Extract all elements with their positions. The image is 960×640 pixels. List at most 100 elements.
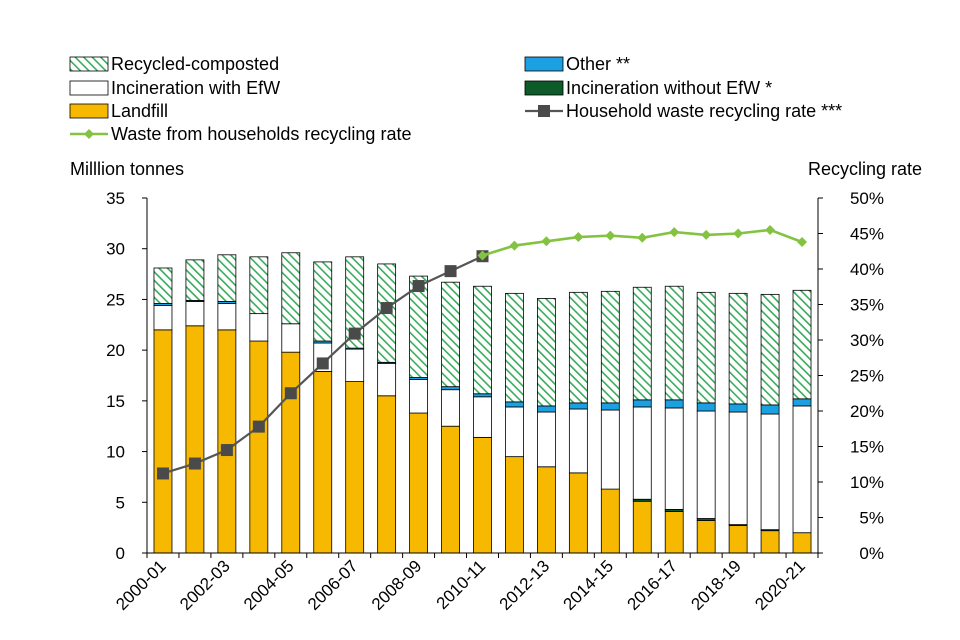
point-wfh_rate-2010-11 — [477, 250, 488, 261]
bar-incin_efw-2004-05 — [281, 323, 301, 353]
bar-recycled-2010-11 — [473, 285, 492, 395]
bar-landfill-2007-08 — [377, 395, 397, 554]
right-tick-label: 15% — [850, 438, 884, 457]
bar-other-2013-14 — [568, 402, 588, 410]
bar-incin_efw-2008-09 — [409, 379, 429, 414]
legend-swatch-recycled — [69, 56, 109, 72]
point-wfh_rate-2019-20 — [765, 224, 776, 235]
bar-series-group — [153, 252, 812, 554]
right-tick-label: 45% — [850, 225, 884, 244]
right-tick-label: 10% — [850, 473, 884, 492]
legend-swatch-landfill — [69, 103, 109, 119]
bar-landfill-2010-11 — [473, 436, 492, 554]
point-hh_rate-2005-06 — [316, 357, 329, 370]
x-tick-label: 2000-01 — [112, 556, 170, 614]
x-tick-label: 2008-09 — [368, 556, 426, 614]
bar-other-2017-18 — [696, 402, 716, 412]
bar-other-2012-13 — [537, 405, 556, 413]
bar-recycled-2005-06 — [313, 261, 333, 342]
bar-landfill-2002-03 — [217, 329, 237, 554]
bar-incin_efw-2020-21 — [792, 405, 812, 534]
point-wfh_rate-2012-13 — [541, 236, 552, 247]
bar-landfill-2009-10 — [441, 425, 460, 554]
bar-landfill-2018-19 — [728, 525, 748, 554]
bar-incin_efw-2019-20 — [760, 413, 780, 531]
right-tick-label: 5% — [859, 509, 884, 528]
point-wfh_rate-2014-15 — [605, 230, 616, 241]
legend-label-recycled: Recycled-composted — [111, 54, 279, 74]
left-tick-label: 20 — [106, 341, 125, 360]
right-tick-label: 20% — [850, 402, 884, 421]
bar-other-2014-15 — [600, 402, 620, 411]
legend-swatch-incin_no_efw — [524, 80, 564, 96]
bar-other-2016-17 — [664, 399, 684, 409]
point-hh_rate-2009-10 — [444, 265, 457, 278]
bar-recycled-2001-02 — [185, 259, 205, 301]
bar-recycled-2019-20 — [760, 293, 780, 406]
point-wfh_rate-2016-17 — [669, 227, 680, 238]
bar-recycled-2002-03 — [217, 254, 237, 302]
right-tick-label: 40% — [850, 260, 884, 279]
right-tick-label: 35% — [850, 296, 884, 315]
bar-recycled-2013-14 — [568, 291, 588, 404]
bar-incin_efw-2007-08 — [377, 362, 397, 397]
bar-incin_efw-2006-07 — [345, 348, 365, 382]
left-tick-label: 5 — [116, 493, 125, 512]
bar-incin_efw-2015-16 — [632, 406, 652, 500]
right-tick-label: 25% — [850, 367, 884, 386]
bar-landfill-2008-09 — [409, 412, 429, 554]
point-wfh_rate-2013-14 — [573, 232, 584, 243]
bar-recycled-2009-10 — [441, 281, 460, 388]
x-tick-label: 2002-03 — [176, 556, 234, 614]
point-wfh_rate-2020-21 — [797, 237, 808, 248]
x-tick-label: 2004-05 — [240, 556, 298, 614]
right-tick-label: 0% — [859, 544, 884, 563]
x-tick-label: 2016-17 — [623, 556, 681, 614]
legend-marker-hh_rate — [538, 105, 550, 117]
legend-swatch-other — [524, 56, 564, 72]
bar-landfill-2017-18 — [696, 520, 716, 554]
bar-landfill-2003-04 — [249, 340, 269, 554]
right-tick-label: 50% — [850, 189, 884, 208]
bar-incin_efw-2014-15 — [600, 409, 620, 490]
left-axis-title: Milllion tonnes — [70, 159, 184, 179]
point-hh_rate-2002-03 — [220, 444, 233, 457]
bar-recycled-2012-13 — [537, 298, 556, 407]
bar-recycled-2004-05 — [281, 252, 301, 325]
point-hh_rate-2001-02 — [188, 457, 201, 470]
left-tick-label: 15 — [106, 392, 125, 411]
bar-recycled-2017-18 — [696, 291, 716, 404]
x-tick-label: 2012-13 — [496, 556, 554, 614]
point-hh_rate-2000-01 — [156, 467, 169, 480]
line-series-group — [156, 224, 808, 480]
bar-landfill-2006-07 — [345, 381, 365, 554]
point-hh_rate-2006-07 — [348, 327, 361, 340]
bar-landfill-2000-01 — [153, 329, 173, 554]
x-tick-label: 2014-15 — [560, 556, 618, 614]
bar-other-2009-10 — [441, 386, 460, 391]
point-wfh_rate-2017-18 — [701, 229, 712, 240]
bar-landfill-2015-16 — [632, 500, 652, 554]
bar-landfill-2019-20 — [760, 530, 780, 554]
bar-recycled-2000-01 — [153, 267, 173, 304]
bar-recycled-2011-12 — [505, 292, 524, 403]
point-wfh_rate-2011-12 — [509, 240, 520, 251]
bar-incin_efw-2009-10 — [441, 389, 460, 427]
bar-recycled-2015-16 — [632, 286, 652, 401]
bar-incin_efw-2000-01 — [153, 305, 173, 331]
bar-recycled-2016-17 — [664, 285, 684, 401]
bar-landfill-2011-12 — [505, 456, 524, 554]
point-hh_rate-2003-04 — [252, 420, 265, 433]
bar-other-2011-12 — [505, 401, 524, 408]
bar-other-2020-21 — [792, 398, 812, 407]
legend-label-other: Other ** — [566, 54, 630, 74]
bar-landfill-2013-14 — [568, 472, 588, 554]
legend-label-hh_rate: Household waste recycling rate *** — [566, 101, 842, 121]
bar-incin_efw-2011-12 — [505, 406, 524, 458]
bar-incin_efw-2016-17 — [664, 407, 684, 510]
bar-recycled-2008-09 — [409, 275, 429, 378]
right-tick-label: 30% — [850, 331, 884, 350]
bar-landfill-2004-05 — [281, 351, 301, 554]
bar-landfill-2005-06 — [313, 371, 333, 554]
bar-recycled-2003-04 — [249, 256, 269, 315]
